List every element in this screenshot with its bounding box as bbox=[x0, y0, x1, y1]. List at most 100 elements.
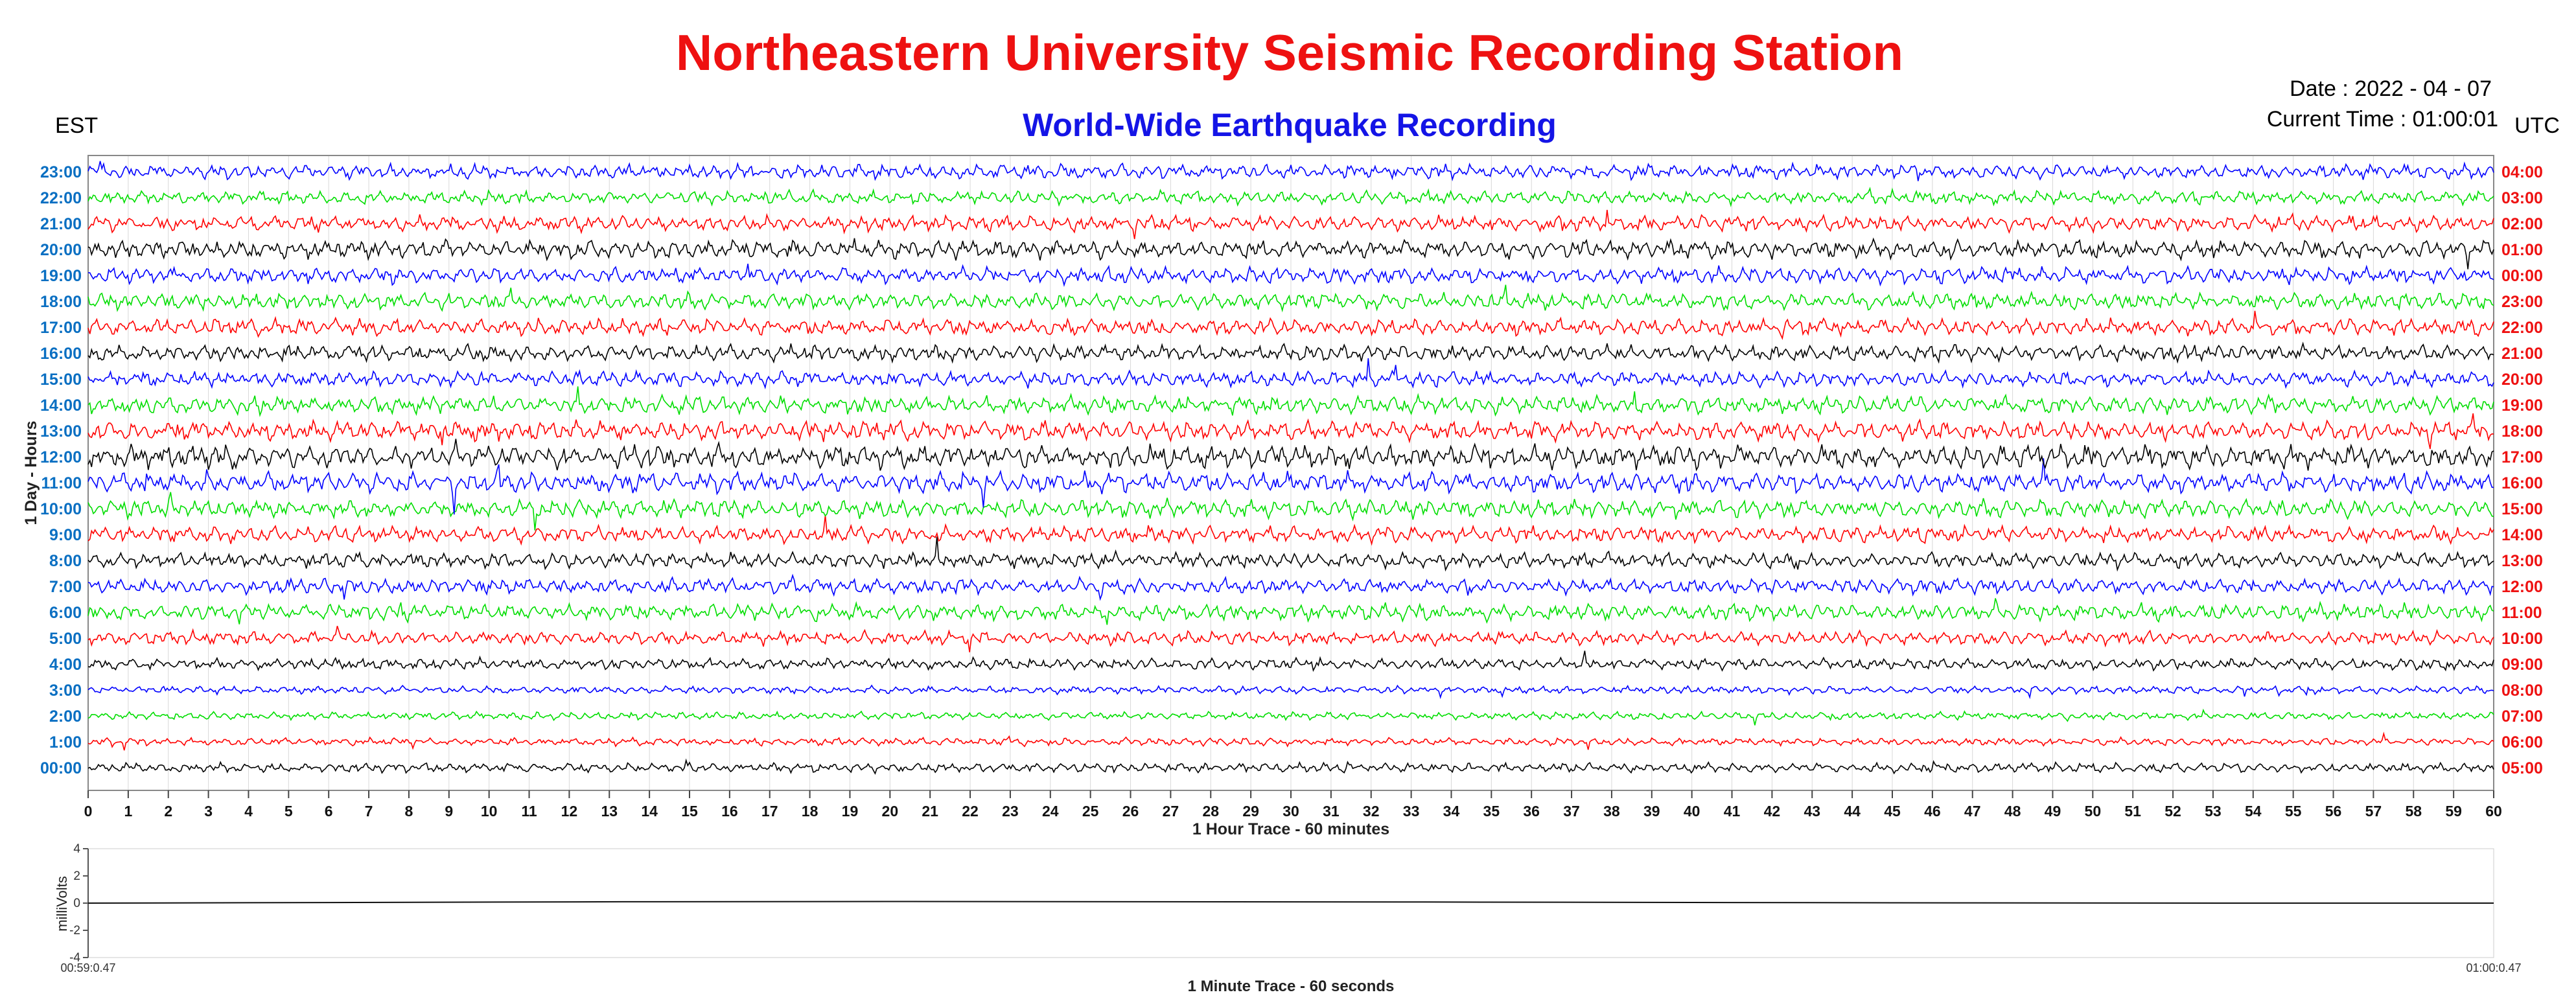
est-hour-label: 11:00 bbox=[41, 474, 82, 492]
trace-hour-21 bbox=[87, 209, 2494, 240]
trace-hour-22 bbox=[87, 187, 2494, 207]
minute-trace-end-label: 01:00:0.47 bbox=[2466, 961, 2521, 974]
minute-trace-x-axis-label: 1 Minute Trace - 60 seconds bbox=[1188, 978, 1395, 995]
est-hour-label: 2:00 bbox=[49, 707, 82, 726]
x-tick-label: 20 bbox=[882, 803, 899, 820]
x-tick-label: 56 bbox=[2325, 803, 2342, 820]
est-hour-labels: 00:00 1:00 2:00 3:00 4:00 5:00 6:00 7:00 8:00 9:0… bbox=[40, 163, 82, 777]
utc-hour-label: 18:00 bbox=[2501, 422, 2543, 441]
x-tick-label: 30 bbox=[1282, 803, 1299, 820]
x-tick-label: 54 bbox=[2245, 803, 2262, 820]
x-tick-label: 23 bbox=[1002, 803, 1019, 820]
utc-hour-label: 22:00 bbox=[2501, 319, 2543, 337]
x-tick-label: 26 bbox=[1122, 803, 1139, 820]
x-tick-label: 49 bbox=[2045, 803, 2061, 820]
x-tick-label: 40 bbox=[1684, 803, 1700, 820]
trace-hour-1 bbox=[87, 731, 2494, 751]
x-tick-label: 18 bbox=[802, 803, 818, 820]
utc-hour-label: 02:00 bbox=[2501, 215, 2543, 233]
est-hour-label: 16:00 bbox=[40, 345, 82, 363]
utc-hour-label: 16:00 bbox=[2501, 474, 2543, 492]
x-tick-label: 39 bbox=[1643, 803, 1660, 820]
utc-hour-label: 06:00 bbox=[2501, 733, 2543, 752]
utc-hour-label: 11:00 bbox=[2501, 604, 2542, 622]
x-tick-label: 28 bbox=[1202, 803, 1219, 820]
est-hour-label: 00:00 bbox=[40, 759, 82, 777]
minute-trace-start-label: 00:59:0.47 bbox=[60, 961, 115, 974]
est-hour-label: 6:00 bbox=[49, 604, 82, 622]
x-tick-label: 5 bbox=[284, 803, 293, 820]
y-tick-label: 2 bbox=[73, 869, 80, 883]
y-tick-label: -4 bbox=[69, 951, 80, 965]
x-tick-label: 45 bbox=[1884, 803, 1901, 820]
x-tick-label: 34 bbox=[1443, 803, 1460, 820]
trace-hour-10 bbox=[87, 492, 2494, 531]
est-hour-label: 23:00 bbox=[40, 163, 82, 181]
x-tick-label: 42 bbox=[1764, 803, 1781, 820]
x-tick-label: 51 bbox=[2124, 803, 2141, 820]
trace-hour-5 bbox=[87, 625, 2494, 652]
x-tick-label: 57 bbox=[2365, 803, 2382, 820]
utc-hour-label: 15:00 bbox=[2501, 500, 2543, 518]
utc-hour-label: 05:00 bbox=[2501, 759, 2543, 777]
y-tick-label: 0 bbox=[73, 897, 80, 910]
est-hour-label: 20:00 bbox=[40, 241, 82, 259]
x-tick-label: 0 bbox=[84, 803, 93, 820]
x-tick-label: 58 bbox=[2405, 803, 2422, 820]
y-tick-label: 4 bbox=[73, 842, 80, 856]
utc-hour-labels: 05:00 06:00 07:00 08:00 09:00 10:00 11:00 12:00… bbox=[2501, 163, 2543, 777]
x-tick-label: 12 bbox=[561, 803, 578, 820]
trace-hour-23 bbox=[87, 161, 2494, 181]
x-tick-label: 36 bbox=[1523, 803, 1540, 820]
est-hour-label: 17:00 bbox=[40, 319, 82, 337]
est-hour-label: 4:00 bbox=[49, 656, 82, 674]
x-tick-label: 55 bbox=[2285, 803, 2302, 820]
current-time-readout: Current Time : 01:00:01 bbox=[2267, 107, 2498, 132]
x-tick-label: 10 bbox=[481, 803, 498, 820]
x-tick-label: 33 bbox=[1403, 803, 1420, 820]
trace-hour-9 bbox=[87, 515, 2494, 546]
trace-hour-12 bbox=[87, 439, 2494, 472]
y-tick-label: -2 bbox=[69, 924, 80, 937]
x-tick-label: 2 bbox=[164, 803, 172, 820]
x-tick-label: 17 bbox=[761, 803, 778, 820]
utc-hour-label: 10:00 bbox=[2501, 630, 2543, 648]
est-hour-label: 14:00 bbox=[40, 396, 82, 415]
utc-hour-label: 09:00 bbox=[2501, 656, 2543, 674]
trace-hour-8 bbox=[87, 536, 2494, 572]
utc-hour-label: 04:00 bbox=[2501, 163, 2543, 181]
x-tick-label: 21 bbox=[922, 803, 938, 820]
x-tick-label: 9 bbox=[445, 803, 453, 820]
utc-hour-label: 21:00 bbox=[2501, 345, 2543, 363]
est-hour-label: 5:00 bbox=[49, 630, 82, 648]
helicorder-traces bbox=[87, 161, 2494, 775]
minute-axis: 0 1 2 3 4 5 6 7 8 9 10 11 12 13 14 15 16 17 18 19 20 21 22 23 24… bbox=[84, 790, 2502, 820]
page-title: Northeastern University Seismic Recordin… bbox=[676, 24, 1903, 81]
utc-hour-label: 03:00 bbox=[2501, 189, 2543, 207]
x-tick-label: 15 bbox=[681, 803, 698, 820]
x-tick-label: 31 bbox=[1323, 803, 1340, 820]
date-readout: Date : 2022 - 04 - 07 bbox=[2290, 76, 2492, 101]
x-tick-label: 4 bbox=[244, 803, 253, 820]
utc-hour-label: 20:00 bbox=[2501, 371, 2543, 389]
x-tick-label: 13 bbox=[601, 803, 618, 820]
helicorder-panel: 00:00 1:00 2:00 3:00 4:00 5:00 6:00 7:00 8:00 9:0… bbox=[22, 155, 2543, 838]
x-tick-label: 16 bbox=[721, 803, 738, 820]
x-tick-label: 3 bbox=[204, 803, 213, 820]
utc-hour-label: 00:00 bbox=[2501, 267, 2543, 285]
x-tick-label: 46 bbox=[1924, 803, 1941, 820]
trace-hour-4 bbox=[87, 650, 2494, 672]
x-tick-label: 6 bbox=[325, 803, 333, 820]
x-tick-label: 1 bbox=[124, 803, 132, 820]
minute-trace-panel: 4 2 0 -2 -4 milliVolts 00:59:0.47 01:00:0.47… bbox=[54, 842, 2522, 995]
x-tick-label: 38 bbox=[1603, 803, 1620, 820]
x-tick-label: 59 bbox=[2445, 803, 2462, 820]
x-tick-label: 60 bbox=[2485, 803, 2502, 820]
x-tick-label: 27 bbox=[1163, 803, 1179, 820]
millivolt-ticks: 4 2 0 -2 -4 bbox=[69, 842, 88, 965]
trace-hour-19 bbox=[87, 263, 2494, 288]
utc-hour-label: 23:00 bbox=[2501, 293, 2543, 311]
x-tick-label: 22 bbox=[962, 803, 979, 820]
est-hour-label: 8:00 bbox=[49, 552, 82, 570]
utc-hour-label: 17:00 bbox=[2501, 448, 2543, 466]
